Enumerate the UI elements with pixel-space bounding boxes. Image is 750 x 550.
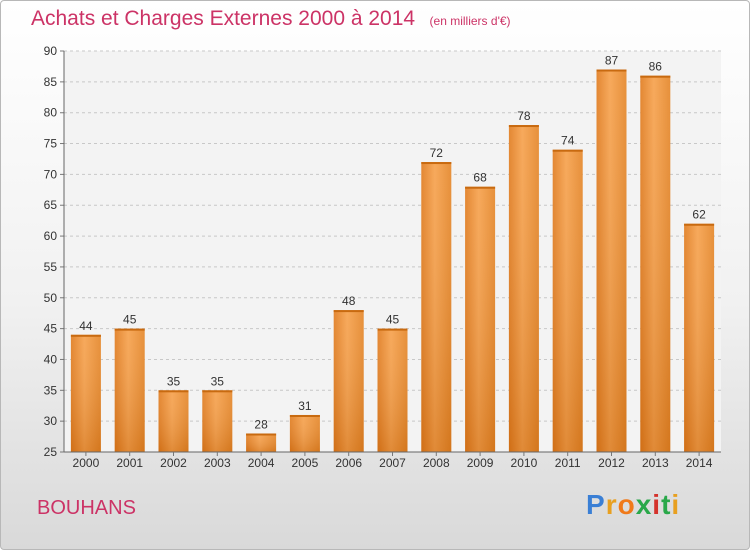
x-tick-label: 2005 [292,456,319,470]
bar-shade [246,433,277,452]
bar-value-label: 74 [561,134,575,148]
chart-title: Achats et Charges Externes 2000 à 2014 [31,7,416,30]
bar-shade [596,69,627,452]
bar-shade [158,390,189,452]
logo-letter: o [617,489,636,520]
bar-shade [333,310,364,452]
x-tick-label: 2013 [642,456,669,470]
bar-top-edge [333,310,364,313]
bar-shade [465,186,496,452]
axis-layer: 25 30 35 40 45 50 55 60 65 70 75 80 85 90 44 2000 45 2001… [44,44,721,470]
y-tick-label: 75 [44,137,58,151]
x-tick-label: 2000 [73,456,100,470]
y-tick-label: 85 [44,75,58,89]
logo-letter: P [586,489,606,520]
x-tick-label: 2010 [511,456,538,470]
bar-shade [289,414,320,452]
bar-top-edge [465,186,496,189]
bar-value-label: 45 [123,313,137,327]
x-tick-label: 2002 [160,456,187,470]
chart-unit: (en milliers d'€) [429,14,511,28]
logo-letter: i [671,489,681,520]
y-tick-label: 80 [44,106,58,120]
y-tick-label: 45 [44,322,58,336]
bar-top-edge [246,433,277,436]
y-tick-label: 25 [44,445,58,459]
bar-top-edge [114,328,145,331]
y-tick-label: 70 [44,167,58,181]
bar-top-edge [552,149,583,152]
y-tick-label: 50 [44,291,58,305]
bar-shade [114,328,145,452]
bar-top-edge [508,125,539,128]
bar-value-label: 68 [473,171,487,185]
bar-value-label: 28 [254,417,268,431]
bar-value-label: 72 [430,146,444,160]
bar-value-label: 35 [167,374,181,388]
logo-letter: r [605,489,618,520]
logo-letter: i [652,489,662,520]
bar-shade [377,328,408,452]
bar-top-edge [70,334,101,337]
bar-shade [202,390,233,452]
bar-shade [640,75,671,452]
bar-value-label: 31 [298,399,312,413]
commune-name: BOUHANS [37,497,136,519]
bar-top-edge [684,223,715,226]
bar-value-label: 48 [342,294,356,308]
x-tick-label: 2003 [204,456,231,470]
bar-top-edge [421,162,452,165]
bar-value-label: 35 [211,374,225,388]
bar-value-label: 45 [386,313,400,327]
x-tick-label: 2009 [467,456,494,470]
bar-shade [70,334,101,452]
bar-value-label: 62 [692,208,706,222]
bar-layer [70,69,715,453]
x-tick-label: 2004 [248,456,275,470]
bar-value-label: 44 [79,319,93,333]
proxiti-logo: Proxiti [586,489,680,521]
logo-letter: t [661,489,672,520]
x-tick-label: 2011 [555,456,581,470]
x-tick-label: 2007 [379,456,406,470]
bar-value-label: 78 [517,109,531,123]
title-row: Achats et Charges Externes 2000 à 2014 (… [31,7,511,31]
y-tick-label: 40 [44,352,58,366]
bar-shade [684,223,715,452]
y-tick-label: 90 [44,44,58,58]
y-tick-label: 65 [44,198,58,212]
x-tick-label: 2012 [598,456,625,470]
bar-shade [552,149,583,452]
x-tick-label: 2006 [335,456,362,470]
bar-top-edge [377,328,408,331]
bar-top-edge [640,75,671,78]
bar-value-label: 86 [649,60,663,74]
bar-shade [421,162,452,453]
bar-top-edge [202,390,233,393]
y-tick-label: 30 [44,414,58,428]
bar-value-label: 87 [605,54,619,68]
y-tick-label: 55 [44,260,58,274]
y-tick-label: 60 [44,229,58,243]
x-tick-label: 2008 [423,456,450,470]
x-tick-label: 2001 [116,456,143,470]
bar-shade [508,125,539,453]
bar-top-edge [596,69,627,72]
bar-top-edge [289,414,320,417]
x-tick-label: 2014 [686,456,713,470]
bar-top-edge [158,390,189,393]
logo-letter: x [635,489,653,520]
y-tick-label: 35 [44,383,58,397]
